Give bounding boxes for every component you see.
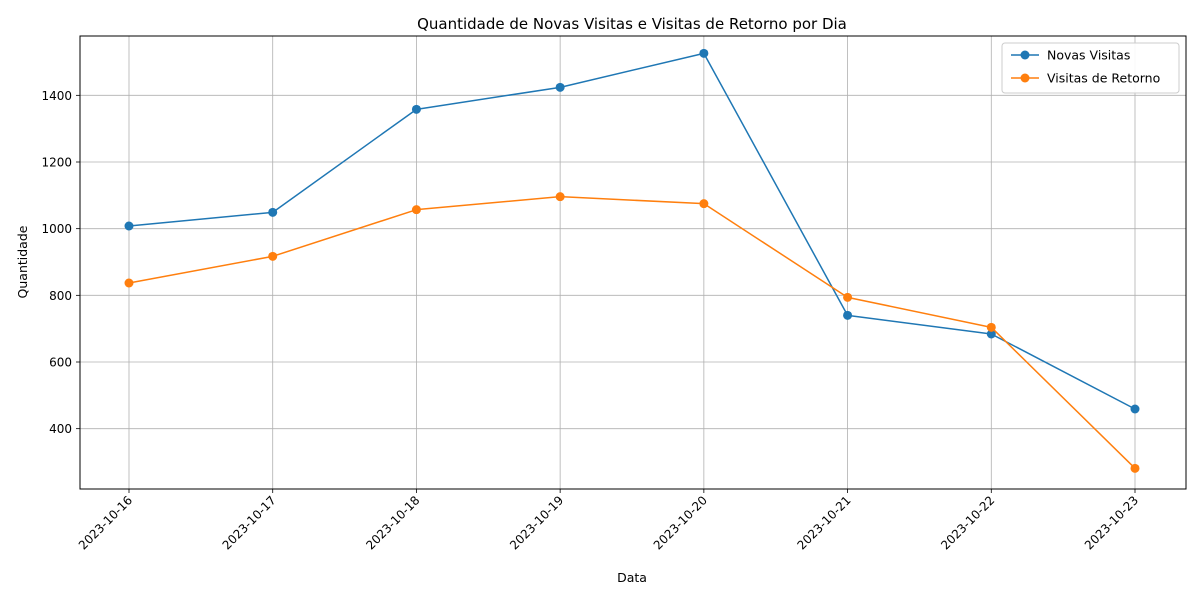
data-point-novas-visitas <box>843 310 853 320</box>
data-point-visitas-de-retorno <box>986 322 996 332</box>
data-point-novas-visitas <box>986 329 996 339</box>
data-point-visitas-de-retorno <box>268 251 278 261</box>
series-line-novas-visitas <box>128 52 1136 410</box>
x-axis-title: Data <box>617 570 647 585</box>
data-point-novas-visitas <box>555 82 565 92</box>
x-tick-label: 2023-10-17 <box>220 493 279 552</box>
legend-label-visitas-de-retorno: Visitas de Retorno <box>1047 71 1160 86</box>
legend-label-novas-visitas: Novas Visitas <box>1047 48 1130 63</box>
x-tick-label: 2023-10-23 <box>1082 493 1141 552</box>
y-tick-label: 800 <box>49 289 72 303</box>
y-tick-label: 1400 <box>41 89 72 103</box>
data-point-novas-visitas <box>124 221 134 231</box>
data-point-visitas-de-retorno <box>1130 463 1140 473</box>
x-tick-label: 2023-10-19 <box>507 493 566 552</box>
x-axis: 2023-10-16 2023-10-17 2023-10-18 2023-10-19… <box>76 489 1141 552</box>
x-tick-label: 2023-10-20 <box>651 493 710 552</box>
data-point-novas-visitas <box>1130 404 1140 414</box>
data-point-visitas-de-retorno <box>843 292 853 302</box>
y-tick-label: 1000 <box>41 222 72 236</box>
data-point-visitas-de-retorno <box>411 205 421 215</box>
data-point-visitas-de-retorno <box>699 199 709 209</box>
x-tick-label: 2023-10-18 <box>363 493 422 552</box>
legend-marker-visitas-de-retorno <box>1020 73 1030 83</box>
y-tick-label: 1200 <box>41 156 72 170</box>
y-axis-title: Quantidade <box>15 225 30 298</box>
data-point-novas-visitas <box>411 104 421 114</box>
x-tick-label: 2023-10-22 <box>938 493 997 552</box>
data-point-novas-visitas <box>268 207 278 217</box>
x-tick-label: 2023-10-16 <box>76 493 135 552</box>
data-point-novas-visitas <box>699 48 709 58</box>
y-tick-label: 400 <box>49 422 72 436</box>
legend-marker-novas-visitas <box>1020 50 1030 60</box>
x-tick-label: 2023-10-21 <box>794 493 853 552</box>
plot-frame <box>79 35 1187 490</box>
legend-box <box>1001 42 1180 94</box>
grid <box>80 36 1186 489</box>
series-layer <box>124 48 1140 473</box>
data-point-visitas-de-retorno <box>555 192 565 202</box>
series-line-visitas-de-retorno <box>128 195 1136 469</box>
data-point-visitas-de-retorno <box>124 278 134 288</box>
y-axis: 400 600 800 1000 1200 1400 <box>41 89 80 436</box>
legend: Novas Visitas Visitas de Retorno <box>1001 42 1180 94</box>
y-tick-label: 600 <box>49 356 72 370</box>
chart-title: Quantidade de Novas Visitas e Visitas de… <box>417 15 847 33</box>
